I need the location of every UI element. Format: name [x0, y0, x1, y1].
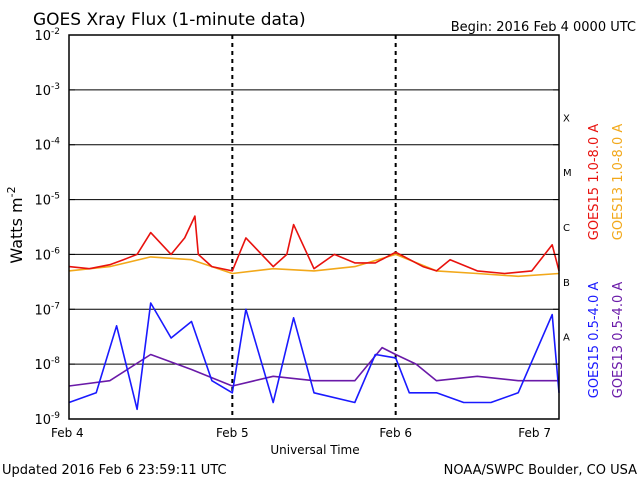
flare-class-label: X [563, 113, 570, 124]
legend-entry: GOES13 0.5-4.0 A [611, 282, 626, 399]
flare-class-label: C [563, 223, 570, 234]
x-tick-label: Feb 6 [379, 426, 412, 440]
y-tick-label: 10-6 [34, 246, 60, 263]
x-tick-label: Feb 7 [518, 426, 551, 440]
y-axis-title: Watts m-2 [5, 186, 26, 263]
series-line-4 [68, 346, 559, 387]
series-line-2 [68, 253, 560, 278]
y-tick-label: 10-7 [34, 301, 60, 318]
plot-area [68, 34, 560, 420]
x-tick-label: Feb 5 [216, 426, 249, 440]
y-tick-label: 10-9 [34, 411, 60, 428]
y-tick-label: 10-3 [34, 82, 60, 99]
series-line-3 [68, 302, 560, 411]
y-axis-title-text: Watts m [7, 197, 26, 263]
footer-updated: Updated 2016 Feb 6 23:59:11 UTC [2, 463, 227, 478]
legend-entry: GOES15 1.0-8.0 A [587, 124, 602, 241]
flare-class-label: A [563, 333, 570, 344]
x-axis-ticks: Feb 4 Feb 5 Feb 6 Feb 7 [51, 426, 551, 440]
y-tick-label: 10-4 [34, 137, 60, 154]
legend: GOES15 1.0-8.0 A GOES13 1.0-8.0 A GOES15 0… [587, 124, 626, 399]
flare-class-labels: X M C B A [563, 113, 572, 343]
footer-credit: NOAA/SWPC Boulder, CO USA [444, 463, 637, 478]
y-axis-title-exponent: -2 [5, 186, 18, 197]
flare-class-label: M [563, 168, 572, 179]
legend-entry: GOES15 0.5-4.0 A [587, 282, 602, 399]
begin-label: Begin: 2016 Feb 4 0000 UTC [451, 20, 636, 35]
svg-text:Watts m-2: Watts m-2 [5, 186, 26, 263]
y-tick-label: 10-2 [34, 27, 60, 44]
x-axis-title: Universal Time [270, 443, 359, 457]
y-axis-ticks: 10-9 10-8 10-7 10-6 10-5 10-4 10-3 10-2 [34, 27, 559, 428]
x-tick-label: Feb 4 [51, 426, 84, 440]
series-line-1 [68, 215, 560, 275]
legend-entry: GOES13 1.0-8.0 A [611, 124, 626, 241]
flare-class-label: B [563, 278, 570, 289]
plot-frame [68, 34, 560, 420]
y-tick-label: 10-5 [34, 192, 60, 209]
y-tick-label: 10-8 [34, 356, 60, 373]
chart-title: GOES Xray Flux (1-minute data) [33, 10, 306, 30]
